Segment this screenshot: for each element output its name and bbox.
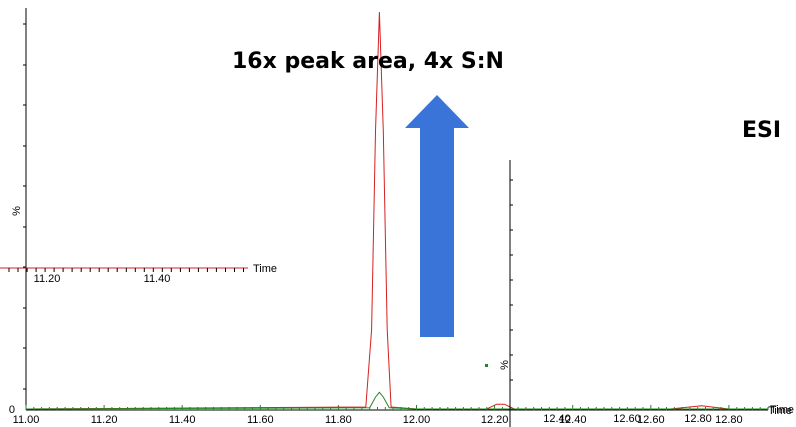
main-x-tick-label: 11.00 <box>13 414 40 426</box>
main-x-axis-label: Time <box>768 405 792 417</box>
main-x-tick-labels: 11.00 11.20 11.40 11.60 11.80 12.00 12.20 12.40… <box>13 414 743 426</box>
inset-right-y-axis-label: % <box>499 360 511 370</box>
main-x-tick-label: 12.40 <box>559 414 587 426</box>
main-x-tick-label: 12.00 <box>403 414 431 426</box>
arrow-up-icon <box>405 95 469 337</box>
inset-right-tick-12-40: 12.40 <box>543 413 571 425</box>
main-x-tick-label: 11.20 <box>91 414 118 426</box>
main-x-tick-label: 11.40 <box>169 414 196 426</box>
inset-left-x-axis-label: Time <box>253 263 277 275</box>
inset-right-tick-12-80: 12.80 <box>684 413 712 425</box>
main-x-tick-label: 12.20 <box>481 414 509 426</box>
headline-annotation: 16x peak area, 4x S:N <box>232 49 504 74</box>
main-x-tick-label: 11.80 <box>325 414 352 426</box>
main-x-tick-label: 11.60 <box>247 414 274 426</box>
inset-right-y-ticks <box>510 179 513 381</box>
inset-left-x-ticks <box>8 268 244 272</box>
main-y-axis-label: % <box>11 206 23 216</box>
series-line-green <box>25 391 768 410</box>
inset-left-tick-11-20: 11.20 <box>34 273 61 285</box>
side-label-annotation: ESI <box>742 118 781 143</box>
inset-right-tick-12-60: 12.60 <box>613 413 641 425</box>
main-y-ticks <box>23 23 26 390</box>
main-y-zero-label: 0 <box>9 404 15 416</box>
inset-right-data-marker <box>485 364 488 367</box>
inset-right-x-axis-label: Time <box>770 404 794 416</box>
inset-left-tick-11-40: 11.40 <box>144 273 171 285</box>
main-x-tick-label: 12.80 <box>715 414 743 426</box>
main-x-tick-label: 12.60 <box>637 414 665 426</box>
